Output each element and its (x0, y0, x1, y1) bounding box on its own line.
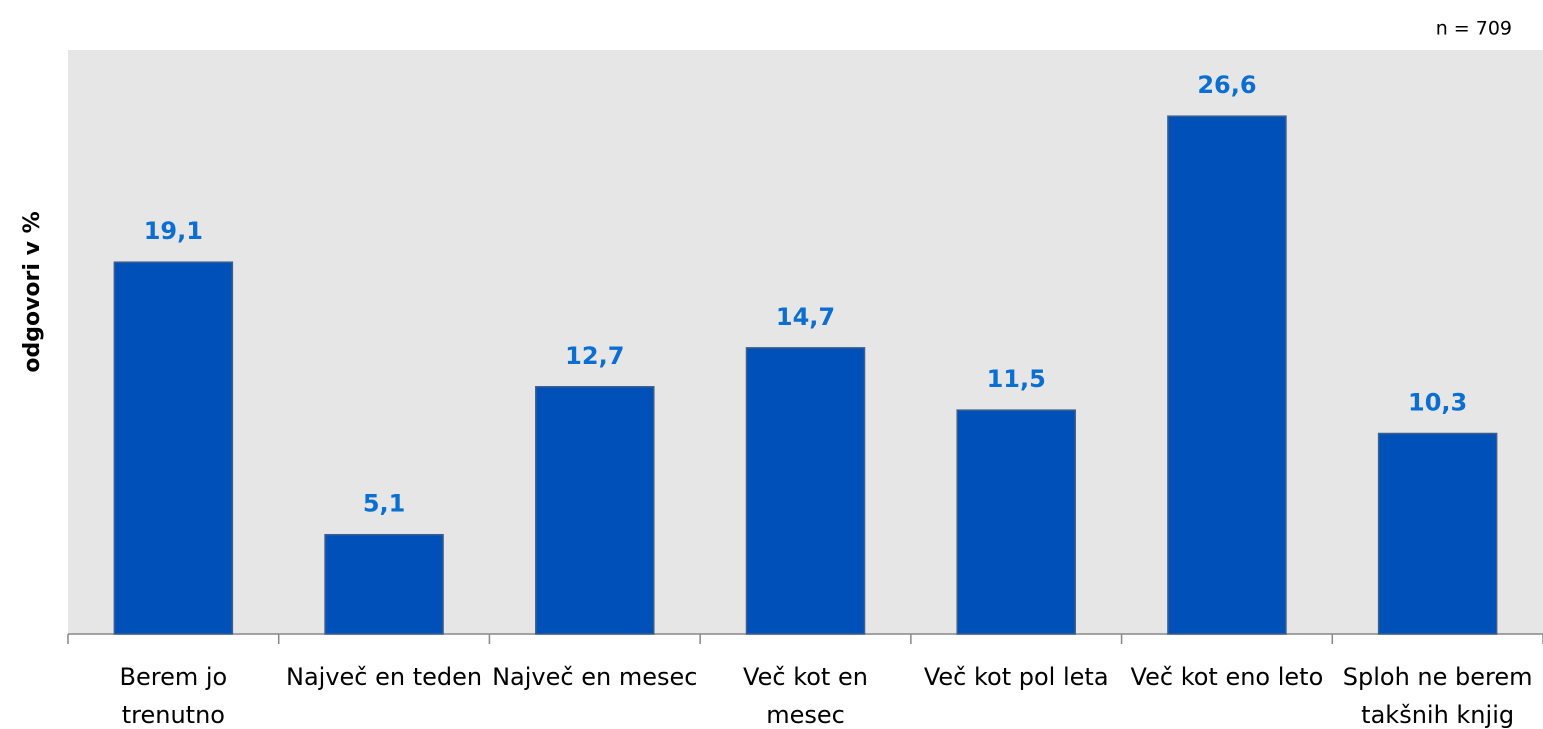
x-tick-label: Največ en mesec (492, 663, 698, 691)
value-label: 26,6 (1197, 71, 1256, 99)
bar (324, 533, 444, 635)
value-label: 12,7 (565, 342, 624, 370)
x-tick-label: Berem jo trenutno (119, 663, 228, 729)
bar (535, 386, 655, 635)
bar (1377, 432, 1498, 635)
value-label: 5,1 (363, 490, 406, 518)
bar (1167, 115, 1287, 635)
bar (745, 347, 866, 635)
note: n = 709 (1436, 18, 1512, 40)
x-tick-label: Več kot eno leto (1130, 663, 1324, 691)
bar (956, 409, 1076, 635)
x-tick-label: Sploh ne berem takšnih knjig (1342, 663, 1533, 729)
value-label: 19,1 (144, 217, 203, 245)
x-tick-label: Več kot pol leta (923, 663, 1109, 691)
value-label: 11,5 (987, 365, 1046, 393)
bar (113, 261, 234, 635)
x-tick-label: Največ en teden (285, 663, 483, 691)
value-label: 10,3 (1408, 388, 1467, 416)
x-tick-label: Več kot en mesec (743, 663, 868, 729)
y-axis-label: odgovori v % (20, 211, 45, 372)
value-label: 14,7 (776, 303, 835, 331)
